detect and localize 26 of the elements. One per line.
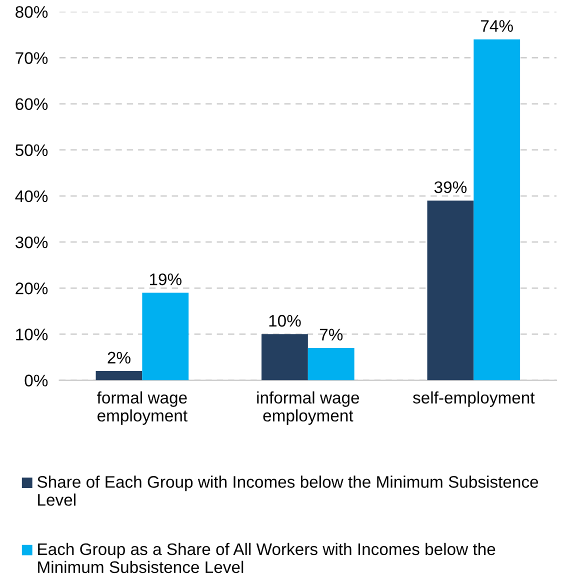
data-label: 2% <box>108 352 130 364</box>
y-tick-label: 0% <box>24 374 48 386</box>
x-tick-label: informal wage employment <box>257 391 360 425</box>
data-label: 10% <box>269 314 301 327</box>
y-tick-label: 40% <box>15 190 48 202</box>
data-label: 7% <box>320 328 343 340</box>
y-tick-label: 60% <box>16 98 48 110</box>
bar <box>96 371 142 380</box>
bar <box>474 39 520 380</box>
y-tick-label: 80% <box>16 6 48 18</box>
y-tick-label: 20% <box>16 282 48 294</box>
bar <box>262 334 308 380</box>
legend-label: Share of Each Group with Incomes below the Minimum Subsistence Level <box>37 476 538 506</box>
x-tick-label: formal wage employment <box>97 391 188 425</box>
y-tick-label: 10% <box>16 328 48 340</box>
bar <box>427 200 474 380</box>
data-label: 19% <box>150 273 182 286</box>
y-tick-label: 50% <box>16 144 48 156</box>
data-label: 74% <box>481 20 513 32</box>
legend-label: Each Group as a Share of All Workers with Incomes below the Minimum Subsistence Level <box>38 542 496 574</box>
bar <box>308 348 354 380</box>
y-tick-label: 70% <box>16 52 48 64</box>
bar <box>142 292 189 380</box>
y-tick-label: 30% <box>15 236 48 248</box>
data-label: 39% <box>434 181 467 194</box>
x-tick-label: self-employment <box>412 391 535 407</box>
